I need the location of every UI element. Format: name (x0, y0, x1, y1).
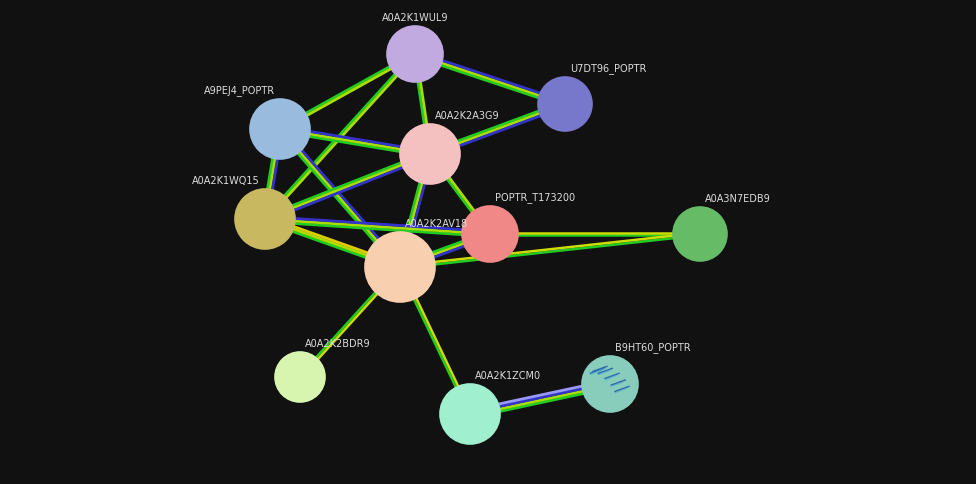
Circle shape (387, 27, 443, 83)
Circle shape (673, 208, 727, 261)
Text: POPTR_T173200: POPTR_T173200 (495, 192, 575, 203)
Text: A9PEJ4_POPTR: A9PEJ4_POPTR (204, 85, 275, 96)
Circle shape (365, 232, 435, 302)
Circle shape (538, 78, 592, 132)
Text: A0A2K1ZCM0: A0A2K1ZCM0 (475, 370, 541, 380)
Circle shape (235, 190, 295, 249)
Circle shape (275, 352, 325, 402)
Text: A0A2K2AV18: A0A2K2AV18 (405, 219, 468, 228)
Circle shape (250, 100, 310, 160)
Circle shape (582, 356, 638, 412)
Text: A0A2K2BDR9: A0A2K2BDR9 (305, 338, 371, 348)
Circle shape (462, 207, 518, 262)
Text: A0A2K2A3G9: A0A2K2A3G9 (435, 111, 500, 121)
Text: A0A2K1WQ15: A0A2K1WQ15 (192, 176, 260, 186)
Text: A0A3N7EDB9: A0A3N7EDB9 (705, 194, 771, 204)
Text: B9HT60_POPTR: B9HT60_POPTR (615, 341, 691, 352)
Text: U7DT96_POPTR: U7DT96_POPTR (570, 63, 646, 74)
Circle shape (400, 125, 460, 184)
Text: A0A2K1WUL9: A0A2K1WUL9 (382, 13, 448, 23)
Circle shape (440, 384, 500, 444)
